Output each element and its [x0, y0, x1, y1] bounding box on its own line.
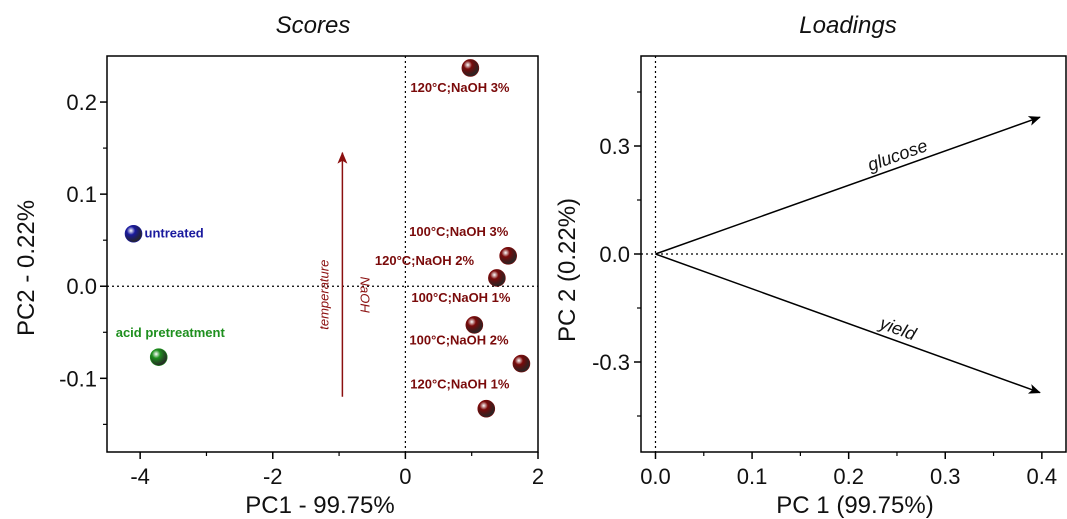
- loading-vector-label-yield: yield: [875, 312, 919, 344]
- scores-ticks: -4 -2 0 2 0.2 0.1 0.0 -0.1: [59, 90, 544, 489]
- scores-x-axis-label: PC1 - 99.75%: [245, 492, 394, 519]
- loadings-y-tick-label: 0.3: [599, 134, 630, 159]
- annotation-naoh-label: NaOH: [357, 277, 372, 314]
- scores-x-tick-label: -4: [130, 464, 150, 489]
- loading-vector-label-glucose: glucose: [865, 135, 930, 175]
- loadings-x-tick-label: 0.3: [930, 464, 961, 489]
- loadings-y-tick-label: 0.0: [599, 242, 630, 267]
- temperature-naoh-arrow: temperature NaOH: [316, 151, 372, 397]
- scores-point: [124, 224, 143, 243]
- scores-point: [512, 354, 531, 373]
- loadings-x-tick-label: 0.1: [737, 464, 768, 489]
- loadings-x-tick-label: 0.0: [640, 464, 671, 489]
- scores-point-label: 100°C;NaOH 3%: [409, 224, 509, 239]
- scores-point: [465, 316, 484, 334]
- scores-point-label: 100°C;NaOH 1%: [411, 290, 511, 305]
- scores-point-label: acid pretreatment: [116, 325, 226, 340]
- loadings-x-tick-label: 0.4: [1027, 464, 1058, 489]
- loadings-x-axis-label: PC 1 (99.75%): [776, 492, 933, 519]
- loadings-x-tick-label: 0.2: [833, 464, 864, 489]
- scores-point-label: 120°C;NaOH 2%: [375, 253, 475, 268]
- scores-x-tick-label: 2: [532, 464, 544, 489]
- scores-point: [149, 348, 168, 366]
- loading-vector-yield: [655, 253, 1041, 394]
- scores-panel: Scores -4 -2 0 2 0.2 0.1 0.0 -0.1 temperature Na…: [13, 12, 544, 519]
- scores-points: untreated acid pretreatment 120°C;NaOH 3% 1…: [116, 59, 531, 418]
- loadings-y-tick-label: -0.3: [592, 350, 630, 375]
- scores-title: Scores: [276, 12, 351, 39]
- scores-y-axis-label: PC2 - 0.22%: [13, 200, 40, 336]
- scores-zero-lines: [107, 56, 538, 452]
- scores-y-tick-label: -0.1: [59, 366, 97, 391]
- loadings-vectors: glucose yield: [655, 116, 1041, 394]
- scores-point-label: 120°C;NaOH 1%: [410, 377, 510, 392]
- loading-vector-glucose: [655, 116, 1041, 255]
- scores-y-tick-label: 0.0: [66, 274, 97, 299]
- loadings-zero-lines: [641, 56, 1066, 452]
- scores-point: [488, 269, 506, 287]
- loadings-panel: Loadings 0.0 0.1 0.2 0.3 0.4 0.3 0.0 -0.3 gluco…: [554, 12, 1067, 519]
- scores-point: [461, 59, 480, 77]
- scores-point-label: 120°C;NaOH 3%: [410, 80, 510, 95]
- scores-plot-frame: [106, 55, 539, 453]
- scores-point-label: untreated: [145, 226, 204, 241]
- scores-point: [499, 247, 517, 265]
- loadings-y-axis-label: PC 2 (0.22%): [554, 198, 581, 342]
- annotation-temperature-label: temperature: [316, 260, 331, 330]
- scores-y-tick-label: 0.2: [66, 90, 97, 115]
- loadings-ticks: 0.0 0.1 0.2 0.3 0.4 0.3 0.0 -0.3: [592, 91, 1058, 489]
- scores-point-label: 100°C;NaOH 2%: [409, 333, 509, 348]
- scores-y-tick-label: 0.1: [66, 182, 97, 207]
- scores-point: [477, 399, 496, 418]
- scores-x-tick-label: -2: [263, 464, 283, 489]
- scores-x-tick-label: 0: [399, 464, 411, 489]
- loadings-title: Loadings: [799, 12, 896, 39]
